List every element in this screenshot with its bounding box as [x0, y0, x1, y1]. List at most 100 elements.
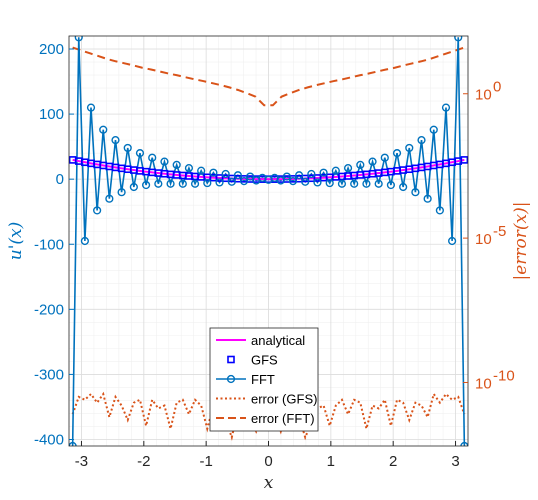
fft-marker	[295, 171, 304, 180]
fft-marker	[313, 178, 322, 187]
fft-marker	[392, 149, 402, 158]
legend-label: FFT	[251, 372, 275, 387]
fft-marker	[380, 153, 389, 162]
bottom-tick-label: 1	[327, 453, 335, 470]
error-fft-line	[72, 46, 465, 107]
right-tick-exponent: -5	[493, 223, 506, 240]
fft-marker	[209, 168, 218, 177]
fft-marker	[141, 180, 151, 190]
bottom-tick-label: 3	[451, 453, 459, 470]
legend-label: GFS	[251, 353, 278, 368]
legend: analytical GFS FFT error (GFS) error (FFT)	[209, 327, 319, 432]
fft-marker	[362, 179, 371, 188]
right-tick-exponent: -10	[493, 367, 515, 384]
fft-marker	[105, 194, 114, 203]
fft-marker	[441, 103, 451, 112]
fft-marker	[343, 164, 353, 173]
fft-marker	[148, 153, 157, 162]
fft-marker	[172, 160, 181, 169]
fft-marker	[190, 179, 200, 188]
fft-marker	[239, 177, 249, 186]
fft-marker	[435, 206, 444, 215]
right-tick-label: 10	[475, 87, 492, 104]
legend-label: analytical	[251, 333, 305, 348]
right-tick-label: 10	[475, 375, 492, 392]
fft-marker	[282, 172, 291, 181]
fft-marker	[331, 166, 340, 175]
series-layer	[69, 36, 468, 446]
y-axis-label-right: |error(x)|	[511, 202, 531, 281]
left-tick-label: 200	[39, 41, 64, 58]
fft-marker	[429, 125, 438, 134]
fft-marker	[233, 171, 242, 180]
left-tick-label: -400	[34, 431, 64, 448]
right-tick-exponent: 0	[493, 79, 501, 96]
fft-marker	[135, 149, 145, 158]
right-tick-label: 10	[475, 231, 492, 248]
legend-gfs-swatch	[227, 355, 235, 364]
fft-marker	[301, 177, 310, 186]
fft-marker	[246, 172, 255, 181]
fft-marker	[197, 166, 206, 175]
fft-marker	[80, 236, 89, 246]
fft-marker	[99, 125, 108, 134]
fft-marker	[69, 441, 77, 446]
left-axis-ticks: 200 100 0 -100 -200 -300 -400	[34, 41, 74, 448]
legend-label: error (FFT)	[251, 411, 315, 426]
legend-fft-marker	[226, 374, 236, 384]
fft-marker	[160, 157, 169, 166]
fft-marker	[129, 182, 138, 192]
fft-marker	[386, 180, 396, 190]
fft-marker	[319, 168, 328, 177]
bottom-tick-label: -2	[137, 453, 150, 470]
bottom-tick-label: 0	[264, 453, 272, 470]
series-group	[69, 36, 468, 446]
bottom-tick-label: -3	[75, 453, 88, 470]
bottom-tick-label: -1	[199, 453, 212, 470]
fft-marker	[350, 179, 359, 188]
fft-marker	[215, 178, 224, 187]
y-axis-label-left: u'(x)	[6, 222, 26, 260]
fft-marker	[307, 169, 316, 179]
gfs-marker	[460, 156, 468, 164]
left-tick-label: -100	[34, 236, 64, 253]
fft-marker	[184, 164, 194, 173]
fft-marker	[227, 177, 236, 186]
left-tick-label: -200	[34, 301, 64, 318]
fft-marker	[178, 179, 187, 188]
fft-marker	[74, 36, 83, 42]
fft-marker	[374, 179, 383, 188]
left-tick-label: 0	[56, 171, 64, 188]
fft-marker	[166, 179, 175, 188]
fft-marker	[423, 194, 432, 203]
left-tick-label: 100	[39, 106, 64, 123]
fft-marker	[460, 441, 468, 446]
fft-marker	[454, 36, 463, 42]
left-tick-label: -300	[34, 366, 64, 383]
x-axis-label: x	[264, 473, 274, 493]
fft-marker	[417, 136, 426, 145]
fft-marker	[288, 177, 298, 186]
fft-marker	[117, 188, 126, 197]
fft-marker	[399, 182, 408, 192]
fft-marker	[448, 236, 457, 246]
analytical-line	[72, 158, 465, 181]
bottom-axis-ticks: -3 -2 -1 0 1 2 3	[75, 441, 460, 470]
fft-marker	[86, 103, 96, 112]
fft-marker	[325, 178, 334, 188]
fft-marker	[111, 136, 120, 145]
fft-marker	[337, 179, 347, 188]
legend-label: error (GFS)	[251, 392, 317, 407]
fft-marker	[411, 188, 420, 197]
fft-marker	[203, 178, 212, 188]
fft-marker	[93, 206, 102, 215]
fft-marker	[276, 176, 285, 185]
fft-marker	[368, 157, 377, 166]
fft-marker	[221, 169, 230, 179]
fft-marker	[356, 160, 365, 169]
bottom-tick-label: 2	[389, 453, 397, 470]
fft-marker	[123, 143, 132, 153]
fft-marker	[154, 179, 163, 188]
